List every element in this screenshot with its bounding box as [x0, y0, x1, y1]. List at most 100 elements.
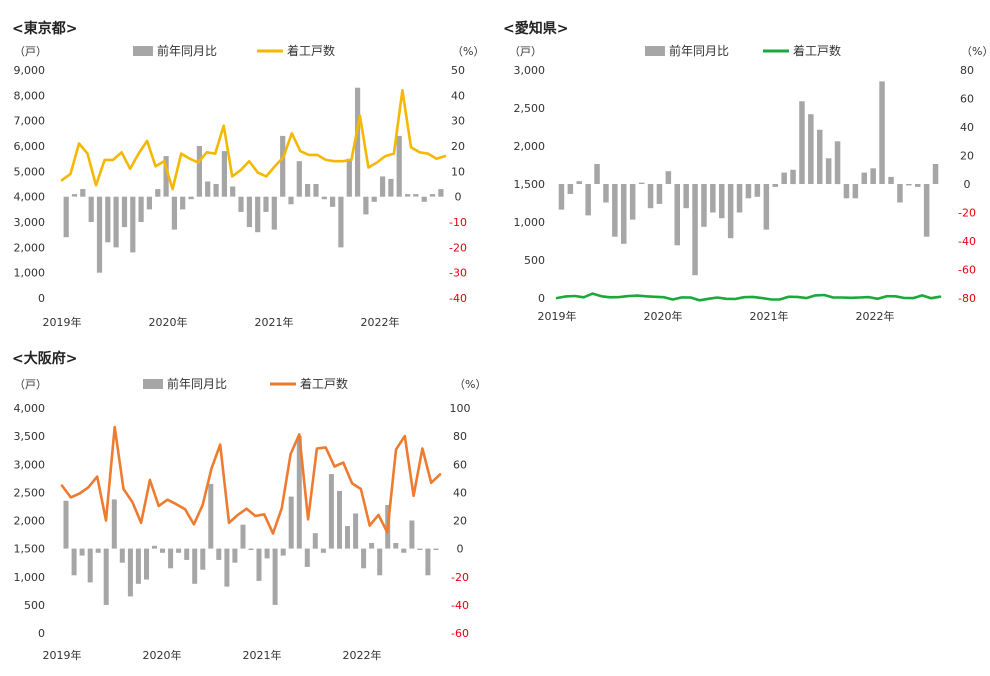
yoy-bar — [216, 548, 222, 560]
yoy-bar — [105, 196, 111, 243]
yoy-bar — [305, 184, 311, 197]
yoy-bar — [674, 184, 680, 246]
yoy-bar — [745, 184, 752, 199]
year-label: 2021年 — [750, 309, 789, 323]
left-tick-label: 0 — [38, 627, 45, 640]
yoy-bar — [304, 548, 310, 567]
aichi-chart-plot: （戸） （%） 前年同月比 着工戸数 3,000 2,500 2,000 1,500 1,000… — [509, 43, 990, 323]
yoy-bar — [264, 548, 270, 559]
yoy-bar — [221, 151, 227, 197]
year-label: 2020年 — [149, 315, 188, 329]
yoy-bar — [396, 135, 402, 197]
left-unit-label: （戸） — [14, 45, 47, 58]
yoy-bar — [879, 81, 885, 184]
right-tick-label: 20 — [451, 140, 465, 153]
legend-line-label: 着工戸数 — [793, 43, 841, 58]
yoy-bar — [63, 500, 69, 549]
yoy-bar — [127, 548, 133, 597]
left-tick-label: 4,000 — [14, 191, 46, 204]
right-tick-label: 20 — [960, 150, 974, 163]
yoy-bar — [355, 87, 361, 197]
yoy-bar — [71, 194, 78, 197]
yoy-bar — [656, 184, 663, 204]
housing-starts-line — [555, 292, 942, 302]
year-label: 2022年 — [361, 315, 400, 329]
left-tick-label: 1,000 — [14, 267, 46, 280]
yoy-bar — [135, 548, 141, 584]
yoy-bar — [888, 176, 894, 184]
yoy-bar — [754, 184, 761, 197]
yoy-bar — [413, 194, 419, 197]
yoy-bar — [192, 548, 198, 584]
yoy-bar — [558, 184, 565, 210]
yoy-bar — [180, 196, 186, 210]
yoy-bar — [923, 184, 930, 237]
yoy-bar — [224, 548, 230, 587]
yoy-bar — [119, 548, 125, 563]
yoy-bar — [852, 184, 859, 199]
yoy-bar — [271, 196, 277, 230]
yoy-bar — [369, 543, 375, 549]
right-tick-label: -20 — [451, 571, 469, 584]
chart-title-osaka: <大阪府> — [12, 351, 78, 367]
chart-title-aichi: <愛知県> — [503, 21, 569, 37]
yoy-bar — [338, 196, 344, 248]
right-tick-label: 50 — [451, 64, 465, 77]
yoy-bar — [594, 164, 600, 184]
yoy-bar — [665, 171, 672, 184]
yoy-bar — [321, 196, 327, 200]
yoy-bar — [405, 194, 411, 197]
left-tick-label: 8,000 — [14, 89, 46, 102]
yoy-bar — [576, 181, 582, 184]
yoy-bar — [205, 181, 211, 197]
yoy-bar — [772, 184, 778, 187]
yoy-bar — [246, 196, 252, 228]
yoy-bar — [80, 189, 86, 197]
yoy-bar — [421, 196, 427, 202]
yoy-bar — [433, 548, 439, 550]
yoy-bar — [870, 168, 876, 184]
yoy-bar — [111, 499, 117, 549]
right-tick-label: 60 — [960, 93, 974, 106]
right-tick-label: 40 — [451, 89, 465, 102]
yoy-bar — [629, 184, 636, 220]
year-label: 2019年 — [43, 315, 82, 329]
yoy-bar — [932, 164, 939, 184]
left-tick-label: 2,500 — [514, 102, 546, 115]
tokyo-chart-plot: （戸） （%） 前年同月比 着工戸数 9,000 8,000 7,000 6,000 5,000… — [14, 43, 485, 329]
yoy-bar — [567, 184, 574, 194]
yoy-bar — [79, 548, 85, 556]
left-tick-label: 5,000 — [14, 165, 46, 178]
right-tick-label: 10 — [451, 165, 465, 178]
yoy-bar — [296, 161, 302, 197]
yoy-bar — [248, 548, 254, 550]
yoy-bar — [238, 196, 244, 212]
yoy-bar — [337, 491, 342, 549]
yoy-bar — [393, 543, 399, 549]
yoy-bar — [388, 178, 394, 197]
yoy-bar — [692, 184, 698, 276]
right-unit-label: （%） — [961, 45, 990, 58]
left-tick-label: 500 — [524, 254, 545, 267]
yoy-bar — [63, 196, 69, 238]
left-tick-label: 3,000 — [514, 64, 546, 77]
right-tick-label: 20 — [453, 515, 467, 528]
yoy-bar — [429, 194, 436, 197]
year-label: 2019年 — [538, 309, 577, 323]
yoy-bar — [621, 184, 627, 244]
yoy-bar — [425, 548, 431, 576]
left-tick-label: 1,000 — [14, 571, 46, 584]
yoy-bar — [171, 196, 177, 230]
yoy-bar — [152, 545, 157, 549]
yoy-bar — [330, 196, 336, 207]
osaka-chart: <大阪府> （戸） （%） 前年同月比 着工戸数 4,000 3,500 3,000 2,50… — [0, 336, 490, 672]
right-tick-label: -40 — [451, 599, 469, 612]
right-tick-label: 0 — [964, 178, 971, 191]
yoy-bar — [113, 196, 119, 248]
right-tick-label: -60 — [958, 264, 976, 277]
legend-bar-swatch — [645, 46, 665, 56]
left-tick-label: 7,000 — [14, 115, 46, 128]
legend-bar-swatch — [133, 46, 153, 56]
left-tick-label: 1,500 — [514, 178, 546, 191]
osaka-chart-plot: （戸） （%） 前年同月比 着工戸数 4,000 3,500 3,000 2,500 2,000… — [14, 376, 487, 662]
